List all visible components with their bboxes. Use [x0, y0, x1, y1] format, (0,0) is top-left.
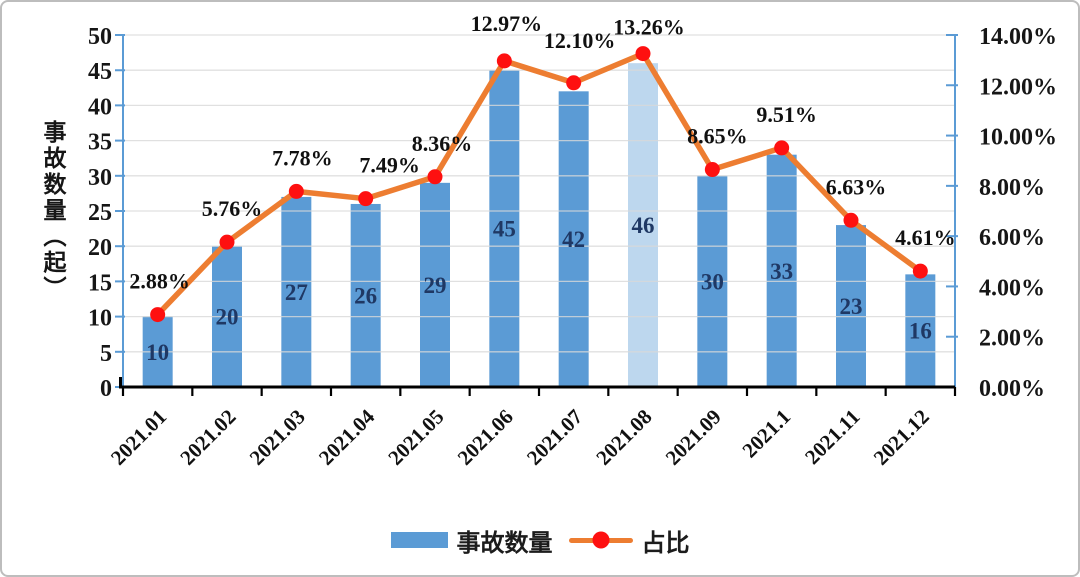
bar-2021.12: [905, 274, 936, 387]
pct-value-label: 12.10%: [544, 28, 616, 53]
line-series-swatch: [568, 531, 633, 549]
x-tick-label: 2021.11: [800, 405, 864, 469]
right-tick-label: 10.00%: [979, 125, 1057, 151]
pct-value-label: 5.76%: [202, 196, 263, 221]
pct-value-label: 4.61%: [895, 225, 956, 250]
right-tick-label: 12.00%: [979, 74, 1057, 100]
pct-marker: [774, 140, 790, 156]
pct-marker: [150, 307, 166, 323]
x-tick-label: 2021.1: [737, 405, 795, 463]
bar-value-label: 27: [285, 280, 308, 305]
bar-value-label: 46: [632, 213, 655, 238]
pct-value-label: 8.36%: [412, 131, 473, 156]
pct-value-label: 8.65%: [687, 124, 748, 149]
legend-label-percentage: 占比: [641, 530, 690, 557]
x-tick-label: 2021.02: [175, 405, 240, 470]
x-tick-label: 2021.12: [869, 405, 934, 470]
left-axis-title: 事故数量（起）: [40, 120, 65, 302]
x-tick-label: 2021.06: [453, 405, 518, 470]
right-tick-label: 4.00%: [979, 275, 1045, 301]
pct-marker: [358, 191, 374, 207]
right-tick-label: 2.00%: [979, 326, 1045, 352]
bar-value-label: 16: [909, 319, 932, 344]
bar-value-label: 20: [216, 305, 239, 330]
bar-series-swatch: [390, 532, 448, 548]
pct-value-label: 7.78%: [272, 145, 333, 170]
bar-2021.1: [766, 154, 797, 387]
left-tick-label: 30: [88, 165, 112, 191]
bar-value-label: 23: [840, 294, 863, 319]
bar-2021.11: [836, 225, 866, 387]
right-tick-label: 8.00%: [979, 175, 1045, 201]
left-tick-label: 50: [88, 24, 112, 50]
left-tick-label: 35: [88, 130, 112, 156]
right-tick-label: 14.00%: [979, 24, 1057, 50]
bar-value-label: 42: [562, 227, 585, 252]
left-tick-label: 15: [88, 270, 112, 296]
pct-marker: [427, 169, 443, 185]
left-tick-label: 0: [100, 376, 112, 402]
bar-value-label: 29: [424, 273, 447, 298]
pct-marker: [704, 162, 720, 178]
bar-value-label: 45: [493, 217, 516, 242]
x-tick-label: 2021.09: [661, 405, 726, 470]
pct-value-label: 6.63%: [826, 174, 887, 199]
bar-2021.06: [489, 70, 520, 387]
pct-value-label: 13.26%: [613, 15, 685, 40]
pct-value-label: 7.49%: [359, 153, 420, 178]
bar-2021.08: [628, 63, 658, 387]
left-tick-label: 40: [88, 94, 112, 120]
bar-value-label: 10: [146, 340, 169, 365]
right-tick-label: 6.00%: [979, 225, 1045, 251]
x-tick-label: 2021.07: [522, 405, 587, 470]
legend-item-percentage: 占比: [568, 523, 690, 558]
pct-value-label: 2.88%: [129, 269, 190, 294]
legend-label-accident-count: 事故数量: [456, 530, 553, 557]
bar-2021.04: [350, 203, 381, 387]
pct-line: [154, 50, 924, 318]
line-marker-dot-icon: [592, 531, 609, 549]
pct-value-label: 9.51%: [756, 102, 817, 127]
x-tick-label: 2021.05: [383, 405, 448, 470]
bar-value-label: 33: [770, 259, 793, 284]
left-tick-label: 45: [88, 59, 112, 85]
left-tick-label: 20: [88, 235, 112, 261]
x-tick-label: 2021.03: [245, 405, 310, 470]
bar-2021.05: [420, 182, 450, 387]
x-tick-label: 2021.08: [591, 405, 656, 470]
left-tick-label: 25: [88, 200, 112, 226]
pct-marker: [843, 212, 859, 228]
pct-marker: [635, 46, 651, 62]
bar-2021.03: [281, 196, 312, 387]
pct-value-label: 12.97%: [471, 11, 543, 36]
x-tick-label: 2021.04: [314, 404, 380, 470]
pct-marker: [288, 183, 304, 199]
bar-value-label: 30: [701, 269, 724, 294]
pct-marker: [912, 263, 928, 279]
x-tick-label: 2021.01: [106, 405, 171, 470]
legend-item-accident-count: 事故数量: [390, 523, 553, 558]
pct-marker: [496, 53, 512, 69]
right-tick-label: 0.00%: [979, 376, 1045, 402]
left-tick-label: 10: [88, 306, 112, 332]
legend: 事故数量 占比: [2, 523, 1078, 558]
bar-value-label: 26: [354, 283, 377, 308]
left-tick-label: 5: [100, 341, 112, 367]
pct-marker: [566, 75, 582, 91]
pct-marker: [219, 234, 235, 250]
